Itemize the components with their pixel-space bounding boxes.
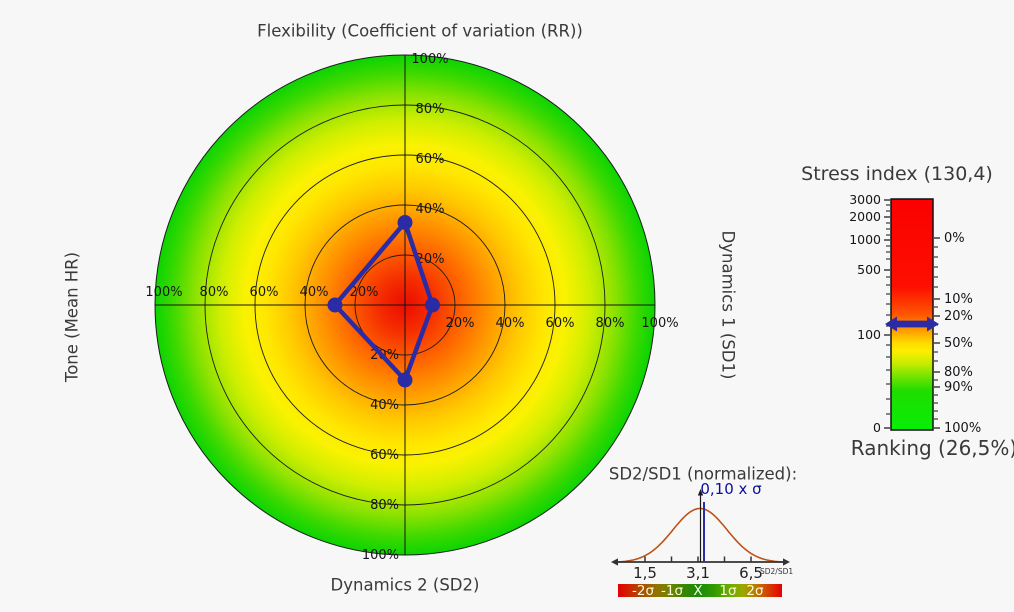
stress-right-tick: 50% — [944, 336, 973, 351]
polar-tick-right: 100% — [641, 316, 678, 331]
sigma-strip-label: -1σ — [661, 583, 683, 599]
sd-x-tick: 1,5 — [633, 564, 657, 582]
sd-x-tick: 6,5 — [739, 564, 763, 582]
polar-tick-right: 60% — [546, 316, 575, 331]
sigma-gradient-strip — [618, 584, 782, 597]
sigma-strip-label: X̄ — [693, 582, 702, 599]
sd-x-tick: 3,1 — [686, 564, 710, 582]
polar-tick-top: 60% — [416, 152, 445, 167]
polar-tick-top: 100% — [411, 52, 448, 67]
polar-tick-bottom: 100% — [362, 548, 399, 563]
polar-tick-right: 20% — [446, 316, 475, 331]
polar-tick-left: 80% — [200, 285, 229, 300]
polar-tick-bottom: 60% — [370, 448, 399, 463]
stress-left-tick: 500 — [857, 262, 881, 277]
polar-tick-left: 100% — [145, 285, 182, 300]
stress-right-tick: 0% — [944, 231, 965, 246]
polar-tick-top: 80% — [416, 102, 445, 117]
hrv-value-point — [327, 297, 343, 313]
polar-tick-left: 20% — [350, 285, 379, 300]
polar-tick-bottom: 40% — [370, 398, 399, 413]
hrv-value-point — [397, 372, 413, 388]
hrv-value-point — [397, 215, 413, 230]
stress-right-tick: 90% — [944, 380, 973, 395]
polar-tick-right: 40% — [496, 316, 525, 331]
polar-tick-bottom: 80% — [370, 498, 399, 513]
stress-right-tick: 80% — [944, 365, 973, 380]
polar-tick-right: 80% — [596, 316, 625, 331]
hrv-value-point — [425, 297, 440, 313]
stress-right-tick: 10% — [944, 292, 973, 307]
polar-chart: 20%20%20%20%40%40%40%40%60%60%60%60%80%8… — [145, 52, 678, 563]
stress-right-tick: 100% — [944, 421, 981, 436]
sd-x-unit: SD2/SD1 — [760, 567, 793, 576]
stress-gradient-bar — [890, 198, 934, 431]
stress-left-tick: 1000 — [849, 232, 881, 247]
stress-left-tick: 3000 — [849, 192, 881, 207]
stress-value-arrow — [885, 316, 939, 332]
stress-left-tick: 100 — [857, 327, 881, 342]
polar-tick-top: 20% — [416, 252, 445, 267]
sigma-strip-label: 1σ — [719, 583, 737, 599]
sigma-strip-label: 2σ — [746, 583, 764, 599]
stress-left-tick: 2000 — [849, 209, 881, 224]
polar-tick-left: 40% — [300, 285, 329, 300]
polar-tick-top: 40% — [416, 202, 445, 217]
sigma-strip-label: -2σ — [632, 583, 654, 599]
stress-left-tick: 0 — [873, 420, 881, 435]
polar-tick-left: 60% — [250, 285, 279, 300]
stress-right-tick: 20% — [944, 309, 973, 324]
